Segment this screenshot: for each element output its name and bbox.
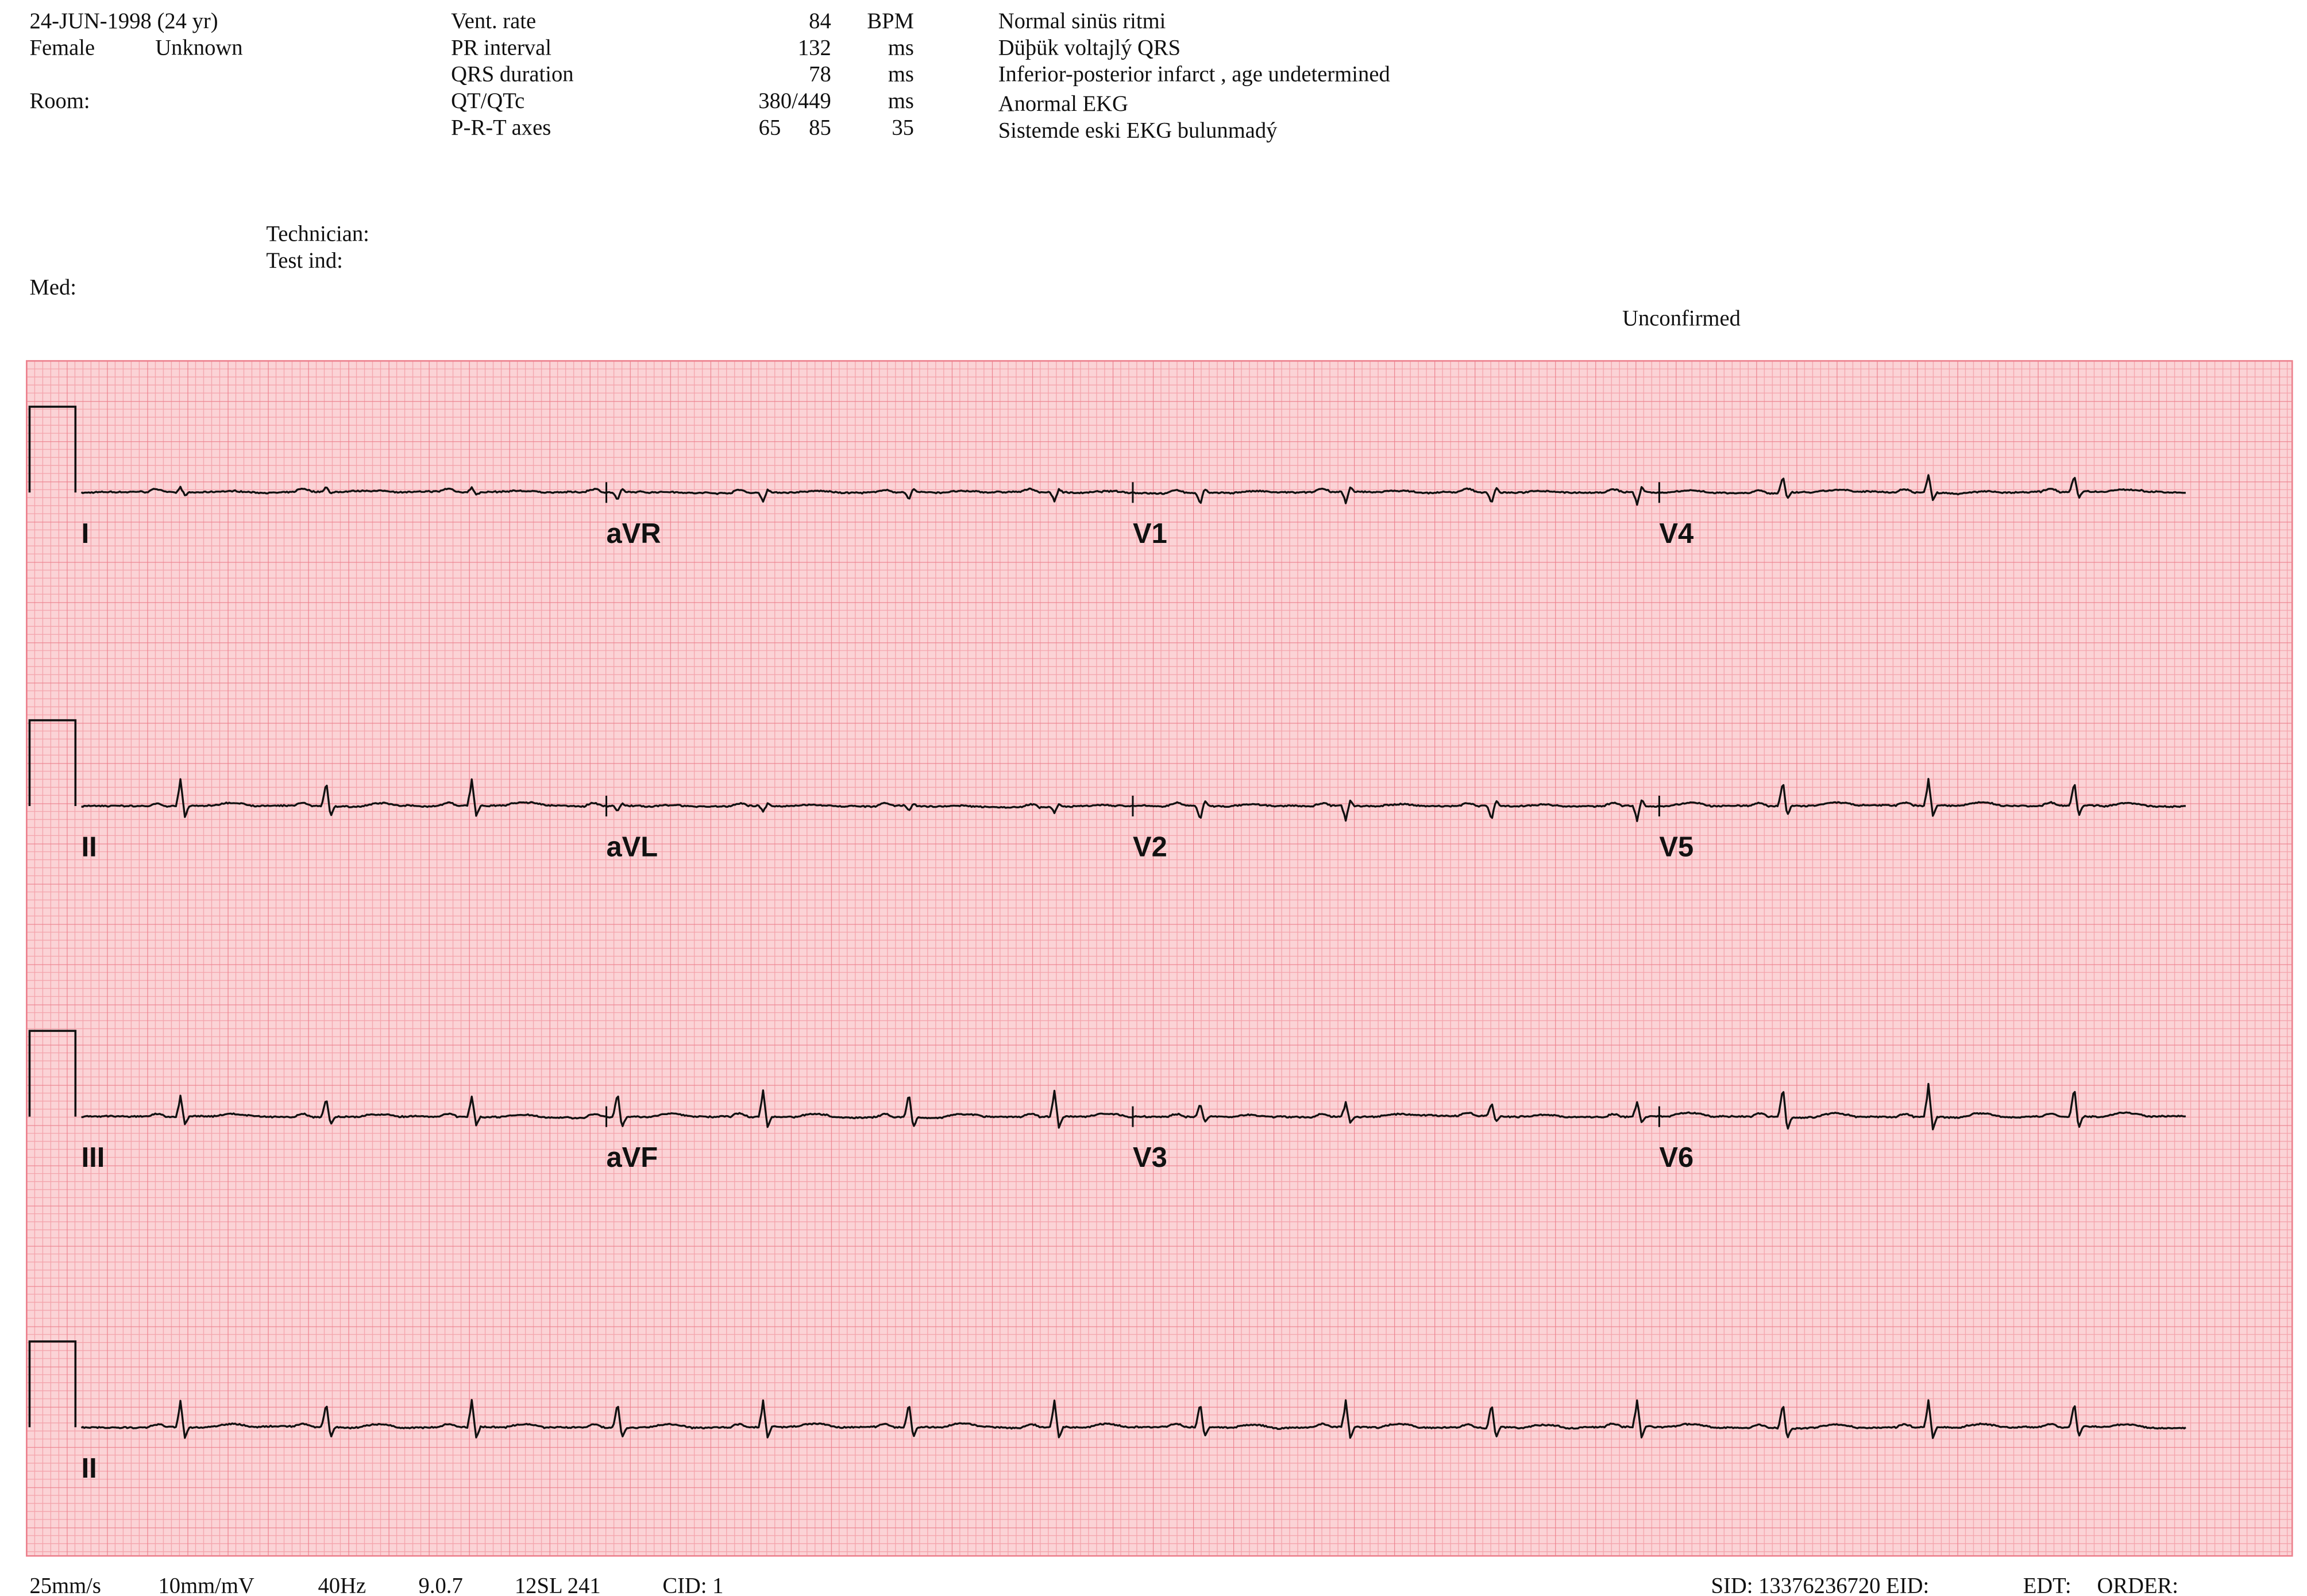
calibration-pulse: [28, 719, 77, 807]
lead-label: aVF: [606, 1142, 658, 1173]
ecg-trace: [605, 487, 1133, 503]
ecg-grid: [26, 360, 2293, 1557]
interpretation: Sistemde eski EKG bulunmadý: [998, 118, 1278, 142]
lead-label: V6: [1659, 1142, 1693, 1173]
footer-item: 40Hz: [318, 1574, 366, 1596]
footer-item: CID: 1: [662, 1574, 723, 1596]
meas-label: QT/QTc: [451, 89, 524, 113]
ecg-trace: [1132, 799, 1660, 822]
lead-label: aVR: [606, 518, 661, 549]
meas-label: PR interval: [451, 36, 551, 60]
ecg-trace: [1658, 777, 2186, 817]
ecg-trace: [605, 801, 1133, 815]
lead-label: V2: [1133, 832, 1167, 863]
meas-value: 78: [809, 63, 831, 87]
interpretation: Anormal EKG: [998, 92, 1128, 116]
race: Unknown: [155, 36, 242, 60]
calibration-pulse: [28, 1340, 77, 1428]
lead-label: V5: [1659, 832, 1693, 863]
calibration-pulse: [28, 406, 77, 493]
footer-item: SID: 13376236720 EID:: [1711, 1574, 1930, 1596]
meas-label: Vent. rate: [451, 9, 536, 33]
sex: Female: [29, 36, 95, 60]
ecg-trace: [1658, 474, 2186, 502]
meas-unit: ms: [888, 36, 914, 60]
meas-value: 380/449: [758, 89, 831, 113]
footer-item: 10mm/mV: [158, 1574, 254, 1596]
meas-unit: ms: [888, 63, 914, 87]
lead-label: I: [82, 518, 90, 549]
lead-label: V4: [1659, 518, 1693, 549]
footer-item: 12SL 241: [515, 1574, 601, 1596]
meas-unit: BPM: [867, 9, 914, 33]
test-ind: Test ind:: [266, 249, 343, 273]
ecg-trace: [80, 1398, 2186, 1439]
meas-label: QRS duration: [451, 63, 573, 87]
ecg-trace: [606, 1089, 1133, 1129]
technician: Technician:: [266, 222, 369, 246]
med: Med:: [29, 275, 76, 299]
interpretation: Inferior-posterior infarct , age undeter…: [998, 63, 1390, 87]
calibration-pulse: [28, 1030, 77, 1117]
ecg-trace: [1659, 1082, 2186, 1131]
lead-label: II: [82, 1453, 97, 1484]
lead-label: III: [82, 1142, 105, 1173]
lead-label: II: [82, 832, 97, 863]
ecg-trace: [80, 485, 607, 496]
ecg-trace: [81, 1094, 607, 1127]
lead-label: V3: [1133, 1142, 1167, 1173]
meas-unit: ms: [888, 89, 914, 113]
meas-value: 85: [809, 115, 831, 140]
lead-label: aVL: [606, 832, 658, 863]
ecg-trace: [1132, 1101, 1660, 1124]
ecg-trace: [81, 778, 607, 818]
meas-label: P-R-T axes: [451, 115, 551, 140]
date: 24-JUN-1998 (24 yr): [29, 9, 218, 33]
footer-item: ORDER:: [2097, 1574, 2178, 1596]
lead-label: V1: [1133, 518, 1167, 549]
interpretation: Normal sinüs ritmi: [998, 9, 1166, 33]
room: Room:: [29, 89, 90, 113]
footer-item: 25mm/s: [29, 1574, 101, 1596]
meas-value: 132: [798, 36, 831, 60]
meas-value: 65: [759, 115, 781, 140]
footer-item: EDT:: [2023, 1574, 2071, 1596]
meas-value: 84: [809, 9, 831, 33]
interpretation: Düþük voltajlý QRS: [998, 36, 1180, 60]
meas-value: 35: [892, 115, 914, 140]
ecg-trace: [1132, 486, 1660, 506]
status: Unconfirmed: [1622, 306, 1741, 330]
footer-item: 9.0.7: [419, 1574, 463, 1596]
